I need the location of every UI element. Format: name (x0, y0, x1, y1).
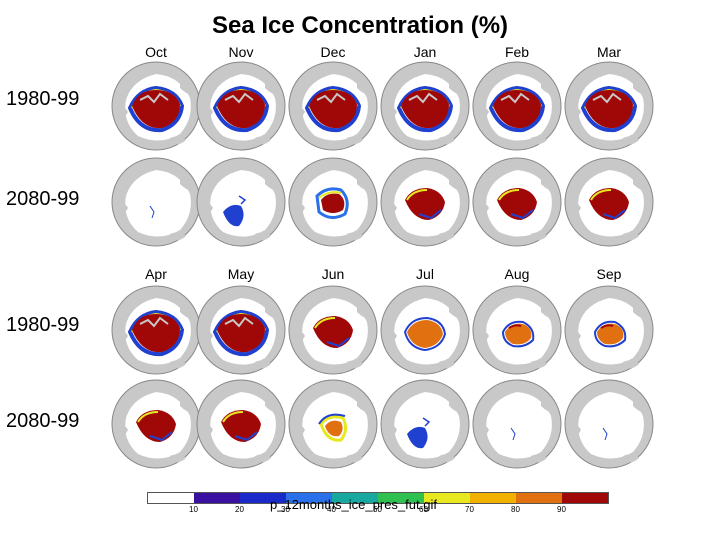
map-1980-99-jun (287, 284, 379, 376)
colorbar-swatch-9 (562, 493, 608, 503)
month-label-jan: Jan (413, 44, 437, 60)
map-2080-99-apr (110, 378, 202, 470)
month-label-dec: Dec (320, 44, 346, 60)
map-1980-99-apr (110, 284, 202, 376)
colorbar-swatch-8 (516, 493, 562, 503)
colorbar-tick-70: 70 (465, 505, 474, 514)
map-2080-99-feb (471, 156, 563, 248)
month-label-feb: Feb (504, 44, 530, 60)
map-2080-99-nov (195, 156, 287, 248)
month-label-mar: Mar (596, 44, 622, 60)
row-label-1: 2080-99 (6, 188, 80, 210)
month-label-may: May (227, 266, 255, 282)
map-1980-99-nov (195, 60, 287, 152)
map-1980-99-dec (287, 60, 379, 152)
map-2080-99-sep (563, 378, 655, 470)
colorbar-tick-60: 60 (419, 505, 428, 514)
colorbar-tick-20: 20 (235, 505, 244, 514)
map-2080-99-may (195, 378, 287, 470)
colorbar-tick-30: 30 (281, 505, 290, 514)
colorbar-tick-40: 40 (327, 505, 336, 514)
month-label-jul: Jul (416, 266, 434, 282)
map-2080-99-mar (563, 156, 655, 248)
month-label-nov: Nov (228, 44, 254, 60)
map-2080-99-aug (471, 378, 563, 470)
colorbar-tick-90: 90 (557, 505, 566, 514)
month-label-sep: Sep (596, 266, 622, 282)
map-1980-99-mar (563, 60, 655, 152)
month-label-oct: Oct (145, 44, 167, 60)
map-2080-99-dec (287, 156, 379, 248)
colorbar-swatch-4 (332, 493, 378, 503)
colorbar-swatch-0 (148, 493, 194, 503)
map-2080-99-jun (287, 378, 379, 470)
map-1980-99-sep (563, 284, 655, 376)
map-1980-99-feb (471, 60, 563, 152)
map-2080-99-jul (379, 378, 471, 470)
colorbar-swatch-2 (240, 493, 286, 503)
row-label-2: 1980-99 (6, 314, 80, 336)
colorbar-swatch-6 (424, 493, 470, 503)
colorbar-tick-10: 10 (189, 505, 198, 514)
map-1980-99-oct (110, 60, 202, 152)
colorbar-swatch-3 (286, 493, 332, 503)
colorbar-swatch-7 (470, 493, 516, 503)
colorbar-swatch-1 (194, 493, 240, 503)
map-1980-99-jul (379, 284, 471, 376)
image-caption: p_12months_ice_pres_fut.gif (270, 497, 437, 512)
map-2080-99-jan (379, 156, 471, 248)
chart-title: Sea Ice Concentration (%) (211, 12, 509, 39)
map-2080-99-oct (110, 156, 202, 248)
row-label-3: 2080-99 (6, 410, 80, 432)
colorbar-tick-50: 50 (373, 505, 382, 514)
row-label-0: 1980-99 (6, 88, 80, 110)
map-1980-99-jan (379, 60, 471, 152)
month-label-apr: Apr (145, 266, 167, 282)
map-1980-99-may (195, 284, 287, 376)
colorbar-tick-80: 80 (511, 505, 520, 514)
month-label-aug: Aug (504, 266, 530, 282)
colorbar-swatch-5 (378, 493, 424, 503)
colorbar (147, 492, 609, 504)
month-label-jun: Jun (321, 266, 345, 282)
map-1980-99-aug (471, 284, 563, 376)
